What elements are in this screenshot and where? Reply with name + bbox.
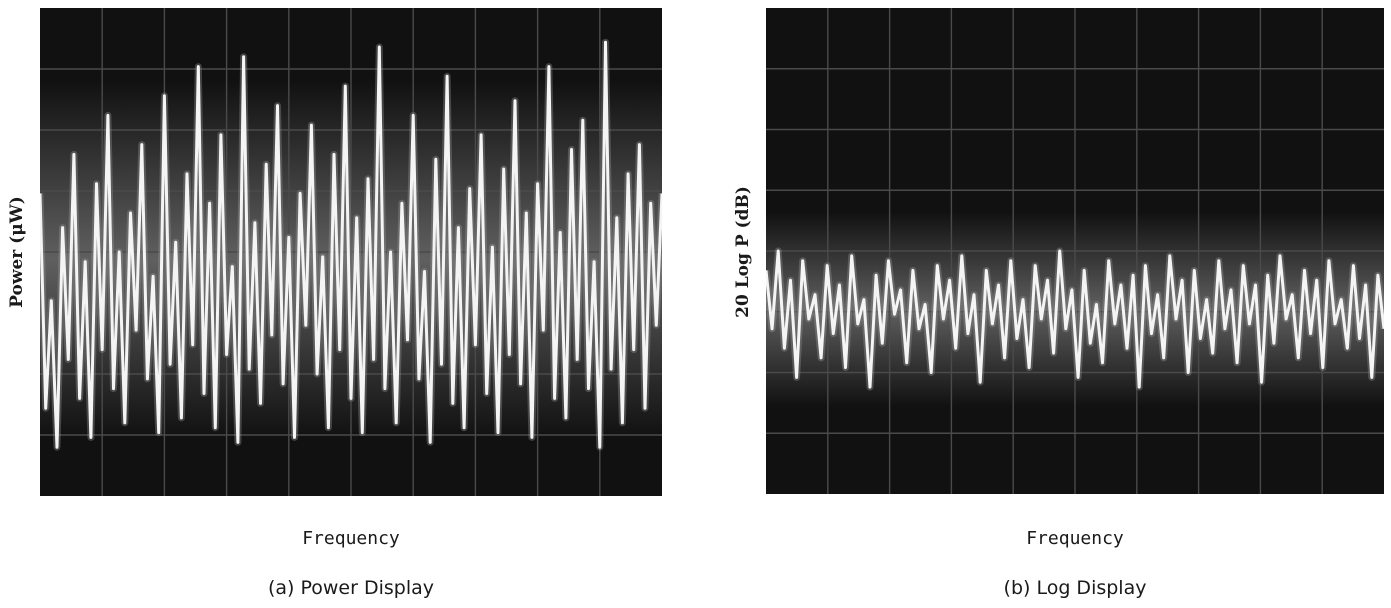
log-display-panel: 20 Log P (dB) Frequency (b) Log Display [720, 0, 1391, 608]
log-trace [766, 249, 1384, 389]
power-display-caption: (a) Power Display [267, 577, 435, 599]
log-display-scope [766, 8, 1384, 494]
log-y-axis-label: 20 Log P (dB) [728, 8, 758, 496]
log-y-axis-label-text: 20 Log P (dB) [733, 186, 753, 318]
log-display-plot [766, 8, 1384, 494]
power-x-axis-label: Frequency [302, 528, 400, 549]
power-display-scope [40, 8, 662, 496]
power-display-plot [40, 8, 662, 496]
power-trace [40, 40, 662, 449]
power-y-axis-label: Power (μW) [2, 8, 32, 496]
power-display-panel: Power (μW) Frequency (a) Power Display [0, 0, 680, 608]
log-display-caption: (b) Log Display [1003, 577, 1147, 599]
power-y-axis-label-text: Power (μW) [7, 196, 27, 308]
log-x-axis-label: Frequency [1026, 528, 1124, 549]
